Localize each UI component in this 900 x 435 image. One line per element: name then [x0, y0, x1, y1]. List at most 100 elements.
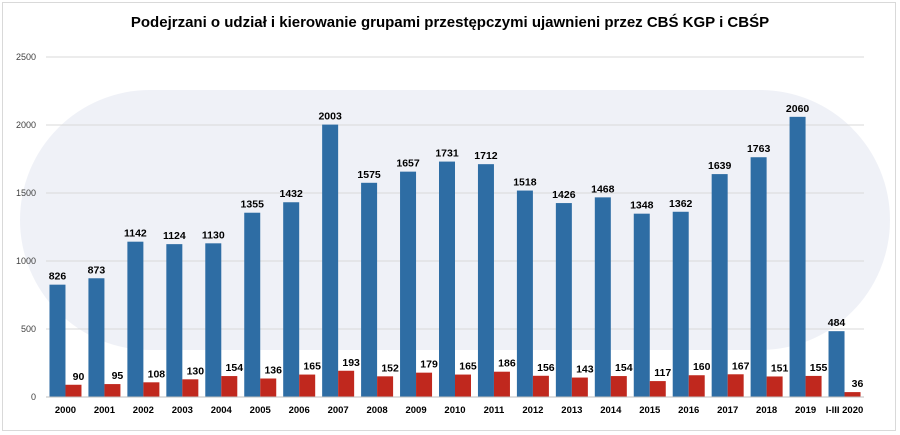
x-tick-label: 2006 — [289, 405, 310, 416]
data-label: 1355 — [241, 199, 265, 211]
bar-primary — [283, 202, 300, 397]
data-label: 1518 — [513, 177, 537, 189]
bar-secondary — [844, 392, 861, 397]
x-tick-label: 2014 — [600, 405, 622, 416]
data-label: 165 — [459, 361, 477, 373]
bar-primary — [633, 213, 650, 397]
x-tick-label: 2000 — [55, 405, 76, 416]
data-label: 36 — [852, 378, 864, 390]
bar-secondary — [727, 374, 744, 397]
bar-primary — [244, 212, 261, 397]
bar-secondary — [532, 375, 549, 397]
x-tick-label: 2003 — [172, 405, 193, 416]
data-label: 167 — [732, 360, 750, 372]
bar-primary — [750, 157, 767, 397]
data-label: 154 — [615, 362, 633, 374]
data-label: 1731 — [435, 148, 459, 160]
data-label: 136 — [264, 365, 282, 377]
y-tick-label: 2000 — [16, 120, 36, 130]
bar-secondary — [766, 376, 783, 397]
bar-secondary — [649, 381, 666, 397]
bar-primary — [711, 174, 728, 397]
data-label: 108 — [148, 368, 166, 380]
bar-primary — [361, 182, 378, 397]
bar-secondary — [377, 376, 394, 397]
y-tick-label: 0 — [31, 392, 36, 402]
bar-secondary — [571, 377, 588, 397]
bar-secondary — [493, 371, 510, 397]
data-label: 1575 — [357, 169, 381, 181]
x-tick-label: 2019 — [795, 405, 816, 416]
x-axis: 2000 2001 2002 2003 2004 2005 2006 2007 2008 2009… — [46, 396, 864, 416]
bar-primary — [828, 331, 845, 397]
data-label: 1130 — [202, 229, 225, 241]
data-label: 130 — [187, 365, 205, 377]
x-tick-label: 2002 — [133, 405, 154, 416]
x-tick-label: 2008 — [367, 405, 388, 416]
x-tick-label: 2005 — [250, 405, 272, 416]
bar-secondary — [610, 376, 627, 397]
bar-secondary — [805, 375, 822, 397]
data-label: 156 — [537, 362, 555, 374]
data-label: 1426 — [552, 189, 576, 201]
bar-secondary — [65, 384, 82, 397]
data-label: 873 — [88, 264, 106, 276]
data-label: 90 — [73, 371, 85, 383]
y-tick-label: 1500 — [16, 188, 36, 198]
bar-secondary — [143, 382, 160, 397]
x-tick-label: 2011 — [484, 405, 505, 416]
bar-secondary — [104, 384, 121, 397]
data-label: 155 — [810, 362, 828, 374]
x-tick-label: 2016 — [678, 405, 699, 416]
data-label: 1639 — [708, 160, 732, 172]
chart-title: Podejrzani o udział i kierowanie grupami… — [130, 14, 770, 31]
bar-primary — [166, 244, 183, 397]
x-tick-label: 2017 — [717, 405, 738, 416]
data-label: 186 — [498, 358, 516, 370]
data-label: 1348 — [630, 200, 654, 212]
x-tick-label: 2013 — [561, 405, 582, 416]
bar-secondary — [299, 374, 316, 397]
data-label: 193 — [342, 357, 360, 369]
bar-primary — [789, 116, 806, 397]
bar-primary — [516, 190, 533, 397]
data-label: 484 — [828, 317, 846, 329]
y-tick-label: 500 — [21, 324, 36, 334]
data-label: 165 — [303, 361, 321, 373]
y-tick-label: 1000 — [16, 256, 36, 266]
bar-primary — [49, 284, 66, 397]
bar-secondary — [260, 378, 277, 397]
data-label: 154 — [226, 362, 244, 374]
bar-primary — [322, 124, 339, 397]
data-label: 1362 — [669, 198, 693, 210]
data-label: 151 — [771, 362, 789, 374]
data-label: 143 — [576, 364, 594, 376]
data-label: 1657 — [396, 158, 420, 170]
bar-secondary — [688, 375, 705, 397]
bar-primary — [127, 241, 144, 397]
data-label: 1712 — [474, 150, 498, 162]
data-label: 1763 — [747, 143, 771, 155]
data-label: 1468 — [591, 183, 615, 195]
x-tick-label: 2009 — [405, 405, 426, 416]
bar-primary — [439, 161, 455, 397]
data-label: 1432 — [280, 188, 304, 200]
data-label: 826 — [49, 271, 67, 283]
data-label: 2060 — [786, 103, 810, 115]
y-tick-label: 2500 — [16, 52, 36, 62]
x-tick-label: 2007 — [328, 405, 349, 416]
x-tick-label: 2015 — [639, 405, 661, 416]
bar-secondary — [455, 374, 471, 397]
bar-primary — [477, 164, 494, 397]
data-label: 95 — [112, 370, 124, 382]
data-labels: 826 90 873 95 1142 108 1124 130 1130 154 1355 136 14… — [49, 103, 864, 390]
bar-primary — [594, 197, 611, 397]
data-label: 152 — [381, 362, 399, 374]
data-label: 117 — [654, 367, 671, 379]
bar-primary — [672, 211, 689, 397]
bar-secondary — [182, 379, 199, 397]
y-axis: 0 500 1000 1500 2000 2500 — [16, 52, 36, 402]
data-label: 1124 — [163, 230, 186, 242]
bar-primary — [88, 278, 105, 397]
